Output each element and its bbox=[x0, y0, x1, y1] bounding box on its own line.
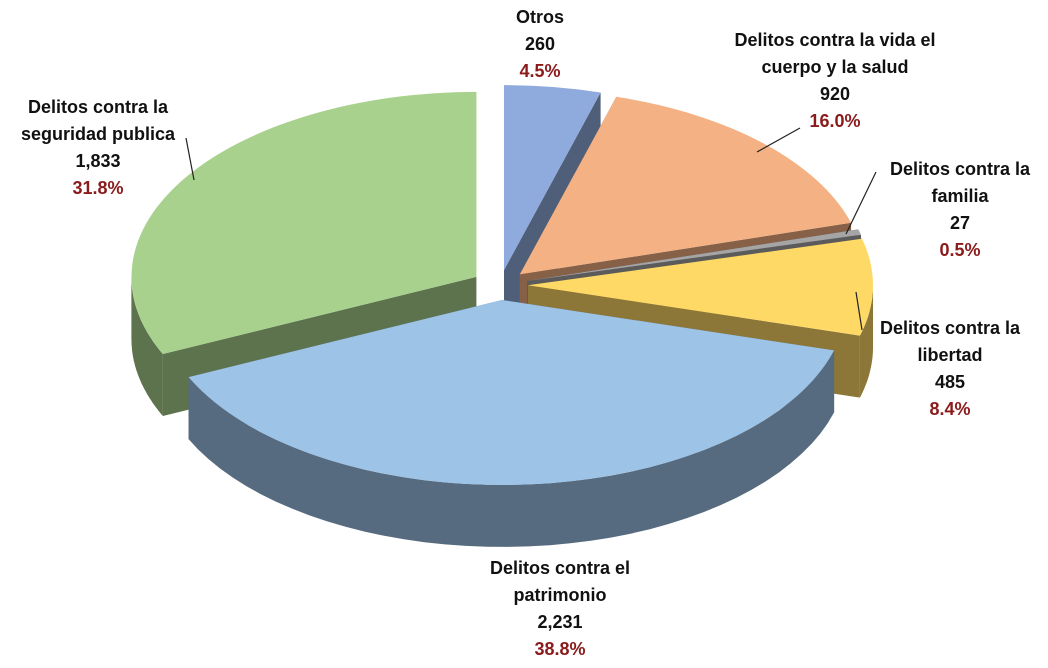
value-label: 920 bbox=[819, 84, 851, 104]
percentage-label: 38.8% bbox=[534, 639, 586, 659]
slice bbox=[528, 238, 873, 336]
slice-label: Delitos contra el patrimonio 2,231 38.8% bbox=[473, 555, 648, 663]
value-label: 485 bbox=[934, 372, 966, 392]
slice bbox=[504, 85, 601, 271]
slice bbox=[527, 229, 861, 281]
category-label: Otros bbox=[515, 7, 564, 27]
category-label: Delitos contra la libertad bbox=[879, 318, 1021, 365]
leader-line bbox=[855, 291, 863, 331]
slice-label: Delitos contra la libertad 485 8.4% bbox=[863, 315, 1038, 423]
percentage-label: 31.8% bbox=[72, 178, 124, 198]
category-label: Delitos contra la vida el cuerpo y la sa… bbox=[734, 30, 936, 77]
category-label: Delitos contra el patrimonio bbox=[489, 558, 631, 605]
percentage-label: 0.5% bbox=[939, 240, 981, 260]
slice bbox=[131, 91, 477, 355]
slice bbox=[188, 300, 835, 485]
slice-label: Delitos contra la seguridad publica 1,833… bbox=[9, 94, 187, 202]
value-label: 2,231 bbox=[537, 612, 583, 632]
percentage-label: 4.5% bbox=[519, 61, 561, 81]
leader-line bbox=[185, 137, 195, 181]
slice-side bbox=[131, 276, 163, 416]
percentage-label: 16.0% bbox=[809, 111, 861, 131]
leader-line bbox=[845, 171, 877, 235]
value-label: 1,833 bbox=[75, 151, 121, 171]
category-label: Delitos contra la familia bbox=[889, 159, 1031, 206]
slice-label: Delitos contra la vida el cuerpo y la sa… bbox=[729, 27, 941, 135]
slice-label: Delitos contra la familia 27 0.5% bbox=[873, 156, 1048, 264]
slice-side bbox=[859, 285, 873, 398]
slice-label: Otros 260 4.5% bbox=[480, 4, 600, 85]
category-label: Delitos contra la seguridad publica bbox=[20, 97, 176, 144]
value-label: 27 bbox=[949, 213, 971, 233]
slice bbox=[519, 96, 852, 275]
value-label: 260 bbox=[524, 34, 556, 54]
percentage-label: 8.4% bbox=[929, 399, 971, 419]
slice-side bbox=[188, 350, 835, 547]
leader-line bbox=[756, 127, 801, 153]
